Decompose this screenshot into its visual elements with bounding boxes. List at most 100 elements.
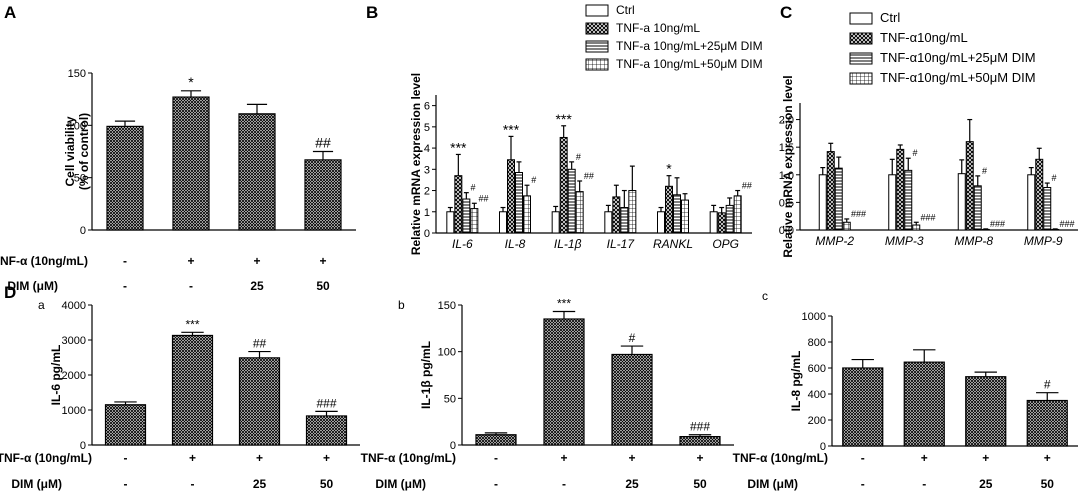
bar (470, 208, 479, 234)
tnf-sign: + (982, 451, 989, 465)
y-tick-label: 0 (80, 440, 86, 452)
bar (238, 113, 276, 231)
legend-swatch (849, 12, 873, 25)
legend-label: TNF-α10ng/mL+50μM DIM (880, 70, 1036, 85)
panel-label-a: a (38, 298, 45, 312)
bar (575, 191, 584, 234)
bar (551, 211, 560, 234)
bar (896, 148, 905, 231)
bar (681, 199, 689, 234)
y-axis-label: Relative mRNA expression level (781, 75, 795, 257)
legend-label: TNF-α10ng/mL (880, 30, 968, 45)
tnf-sign: + (323, 451, 330, 465)
legend-swatch (585, 22, 609, 35)
y-tick-label: 5 (424, 122, 430, 134)
significance-label: ### (990, 219, 1005, 229)
tnf-label: TNF-α (10ng/mL) (361, 451, 456, 465)
bar (612, 196, 621, 234)
y-tick-label: 4000 (62, 300, 86, 312)
panel-label-C: C (780, 3, 792, 22)
significance-label: ## (315, 135, 331, 151)
legend-swatch (849, 32, 873, 45)
panel-label-D: D (4, 283, 16, 302)
significance-label: *** (557, 297, 571, 311)
tnf-sign: + (696, 451, 703, 465)
tnf-sign: - (124, 451, 128, 465)
dim-value: - (191, 477, 195, 491)
bar (818, 174, 827, 231)
significance-label: ## (742, 181, 752, 191)
significance-label: # (1051, 173, 1056, 183)
panel-label-B: B (366, 3, 378, 22)
significance-label: # (912, 148, 917, 158)
category-label: IL-6 (452, 237, 473, 251)
y-tick-label: 2000 (62, 370, 86, 382)
bar (171, 334, 214, 446)
significance-label: # (1044, 378, 1051, 392)
legend-label: TNF-a 10ng/mL+50μM DIM (616, 57, 763, 71)
bar (981, 228, 990, 231)
y-axis-label: Relative mRNA expression level (409, 73, 423, 255)
panel-label-b: b (398, 298, 405, 312)
y-tick-label: 1 (424, 207, 430, 219)
bar (665, 185, 673, 234)
significance-label: * (666, 161, 672, 177)
bar (709, 211, 718, 234)
legend-label: Ctrl (616, 3, 635, 17)
y-tick-label: 50 (444, 393, 456, 405)
tnf-label: TNF-α (10ng/mL) (0, 451, 92, 465)
treatment-table-A: TNF-α (10ng/mL) DIM (μM) - + + + - - 25 50 (0, 254, 330, 293)
dim-value: - (494, 477, 498, 491)
bar (679, 436, 721, 446)
tnf-sign: + (319, 254, 326, 268)
bar (104, 404, 147, 446)
tnf-sign: + (921, 451, 928, 465)
dim-value: 50 (1041, 477, 1055, 491)
significance-label: *** (450, 139, 467, 155)
tnf-sign: + (1044, 451, 1051, 465)
bar (733, 195, 742, 234)
y-tick-label: 400 (808, 389, 826, 401)
category-label: IL-1β (554, 237, 582, 251)
category-label: MMP-3 (885, 234, 924, 248)
y-axis-label: IL-6 pg/mL (49, 345, 63, 406)
significance-label: *** (185, 317, 199, 331)
category-label: MMP-9 (1024, 234, 1063, 248)
panel-label-A: A (4, 3, 16, 22)
significance-label: # (576, 152, 581, 162)
category-label: IL-17 (607, 237, 636, 251)
y-tick-label: 150 (68, 68, 86, 80)
tnf-sign: - (123, 254, 127, 268)
legend-swatch (585, 40, 609, 53)
legend-swatch (585, 4, 609, 17)
y-tick-label: 600 (808, 363, 826, 375)
bar (834, 167, 843, 231)
y-tick-label: 0.5 (779, 197, 794, 209)
bar (611, 353, 653, 446)
tnf-label: TNF-α (10ng/mL) (733, 451, 828, 465)
bar (507, 159, 515, 234)
significance-label: *** (503, 121, 520, 137)
category-label: IL-8 (505, 237, 526, 251)
category-label: MMP-8 (954, 234, 993, 248)
significance-label: ### (920, 212, 935, 222)
tnf-sign: - (494, 451, 498, 465)
bar (462, 198, 471, 234)
significance-label: # (531, 175, 536, 185)
treatment-table-Dc: TNF-α (10ng/mL) DIM (μM) - + + + - - 25 50 (733, 451, 1055, 491)
bar (957, 173, 966, 231)
y-tick-label: 4 (424, 143, 430, 155)
tnf-sign: + (189, 451, 196, 465)
category-label: RANKL (653, 237, 693, 251)
bar (912, 224, 921, 231)
dim-value: 50 (320, 477, 334, 491)
bar (628, 190, 637, 234)
legend-label: TNF-α10ng/mL+25μM DIM (880, 50, 1036, 65)
dim-value: 25 (253, 477, 267, 491)
y-tick-label: 1.5 (779, 142, 794, 154)
bar (172, 96, 210, 231)
y-tick-label: 3000 (62, 335, 86, 347)
y-tick-label: 2 (424, 186, 430, 198)
